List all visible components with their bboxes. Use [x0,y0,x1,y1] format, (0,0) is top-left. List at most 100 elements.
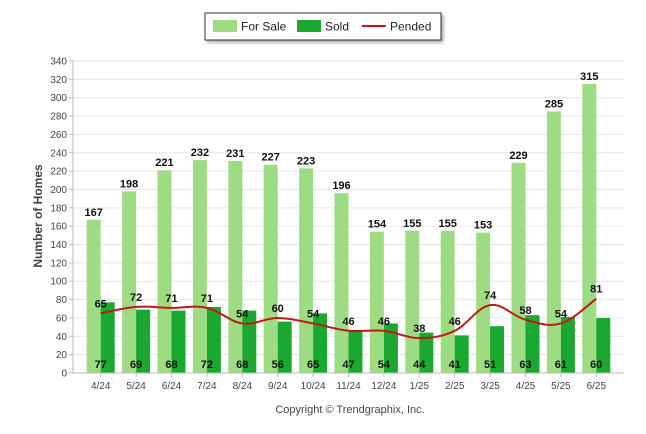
sold-value-label: 77 [95,359,107,371]
x-tick-label: 4/24 [91,381,111,392]
pended-value-label: 38 [413,323,425,335]
sold-bar [490,326,505,373]
y-tick-label: 340 [50,57,67,68]
for-sale-bar [192,160,207,373]
pended-value-label: 54 [236,308,249,320]
for-sale-bar [263,164,278,373]
for-sale-value-label: 155 [439,218,457,230]
sold-value-label: 63 [519,359,531,371]
for-sale-value-label: 231 [226,148,244,160]
sold-value-label: 47 [342,359,354,371]
pended-value-label: 54 [555,308,568,320]
sold-value-label: 68 [236,359,248,371]
sold-bar [277,321,292,373]
data-labels: 167 77 198 69 221 68 232 72 231 68 227 56 223 65 196 47… [85,71,603,371]
for-sale-value-label: 221 [155,157,173,169]
x-tick-label: 11/24 [336,381,361,392]
pended-value-label: 46 [378,316,390,328]
for-sale-bar [440,230,455,373]
for-sale-bar [334,193,349,373]
pended-value-label: 71 [165,293,177,305]
pended-line [100,297,597,340]
sold-bar [560,317,575,373]
for-sale-bar [405,230,420,373]
pended-value-label: 74 [484,290,497,302]
for-sale-bar [476,232,491,373]
sold-bar [136,309,151,373]
for-sale-value-label: 154 [368,219,387,231]
pended-value-label: 46 [342,316,354,328]
pended-value-label: 71 [201,293,213,305]
legend-swatch-sold [297,20,321,32]
y-tick-label: 40 [56,332,68,343]
sold-value-label: 60 [590,359,602,371]
y-tick-label: 320 [50,75,67,86]
y-tick-label: 140 [50,240,67,251]
y-tick-label: 80 [56,295,68,306]
for-sale-bar [157,170,172,373]
sold-value-label: 68 [165,359,177,371]
for-sale-value-label: 285 [545,98,563,110]
for-sale-bar [299,168,314,373]
y-tick-label: 0 [61,369,67,380]
y-tick-label: 160 [50,222,67,233]
for-sale-bar [369,231,384,373]
pended-line-layer [100,297,597,340]
sold-value-label: 41 [449,359,461,371]
legend-box [204,12,442,41]
for-sale-bar [546,111,561,374]
for-sale-value-label: 198 [120,178,138,190]
sold-bar [348,329,363,373]
y-tick-label: 240 [50,148,67,159]
legend-label-for-sale: For Sale [241,20,287,34]
for-sale-bar [582,83,597,374]
pended-value-label: 72 [130,292,142,304]
x-tick-label: 2/25 [445,381,465,392]
x-tick-label: 1/25 [410,381,430,392]
y-tick-label: 120 [50,258,67,269]
sold-bar [206,306,221,373]
sold-value-label: 51 [484,359,496,371]
for-sale-value-label: 153 [474,220,492,232]
for-sale-value-label: 196 [332,180,350,192]
y-tick-label: 20 [56,350,68,361]
x-tick-label: 8/24 [233,381,253,392]
sold-value-label: 69 [130,359,142,371]
y-tick-label: 60 [56,313,68,324]
x-tick-label: 9/24 [268,381,288,392]
for-sale-bar [122,191,137,373]
for-sale-value-label: 232 [191,147,209,159]
y-tick-label: 200 [50,185,67,196]
for-sale-value-label: 223 [297,155,315,167]
for-sale-bar [228,161,243,373]
sold-bar [313,313,328,373]
pended-value-label: 60 [272,303,284,315]
pended-value-label: 46 [449,316,461,328]
sold-bar [596,317,611,373]
legend: For Sale Sold Pended [204,12,442,41]
for-sale-value-label: 155 [403,218,421,230]
pended-value-label: 58 [519,305,531,317]
legend-label-pended: Pended [390,20,431,34]
y-tick-label: 260 [50,130,67,141]
sold-value-label: 61 [555,359,567,371]
y-tick-label: 220 [50,167,67,178]
sold-bar [171,310,186,373]
y-tick-label: 280 [50,112,67,123]
sold-value-label: 65 [307,359,319,371]
sold-value-label: 44 [413,359,426,371]
for-sale-value-label: 227 [262,152,280,164]
for-sale-value-label: 229 [509,150,527,162]
sold-bar [525,315,540,373]
sold-bar [242,310,257,373]
copyright-text: Copyright © Trendgraphix, Inc. [275,404,424,416]
sold-bar [419,332,434,373]
x-tick-label: 12/24 [371,381,396,392]
for-sale-value-label: 315 [580,71,598,83]
y-tick-label: 180 [50,203,67,214]
x-tick-label: 7/24 [197,381,217,392]
sold-bar [383,323,398,373]
y-tick-label: 300 [50,93,67,104]
sold-bar [100,302,115,373]
